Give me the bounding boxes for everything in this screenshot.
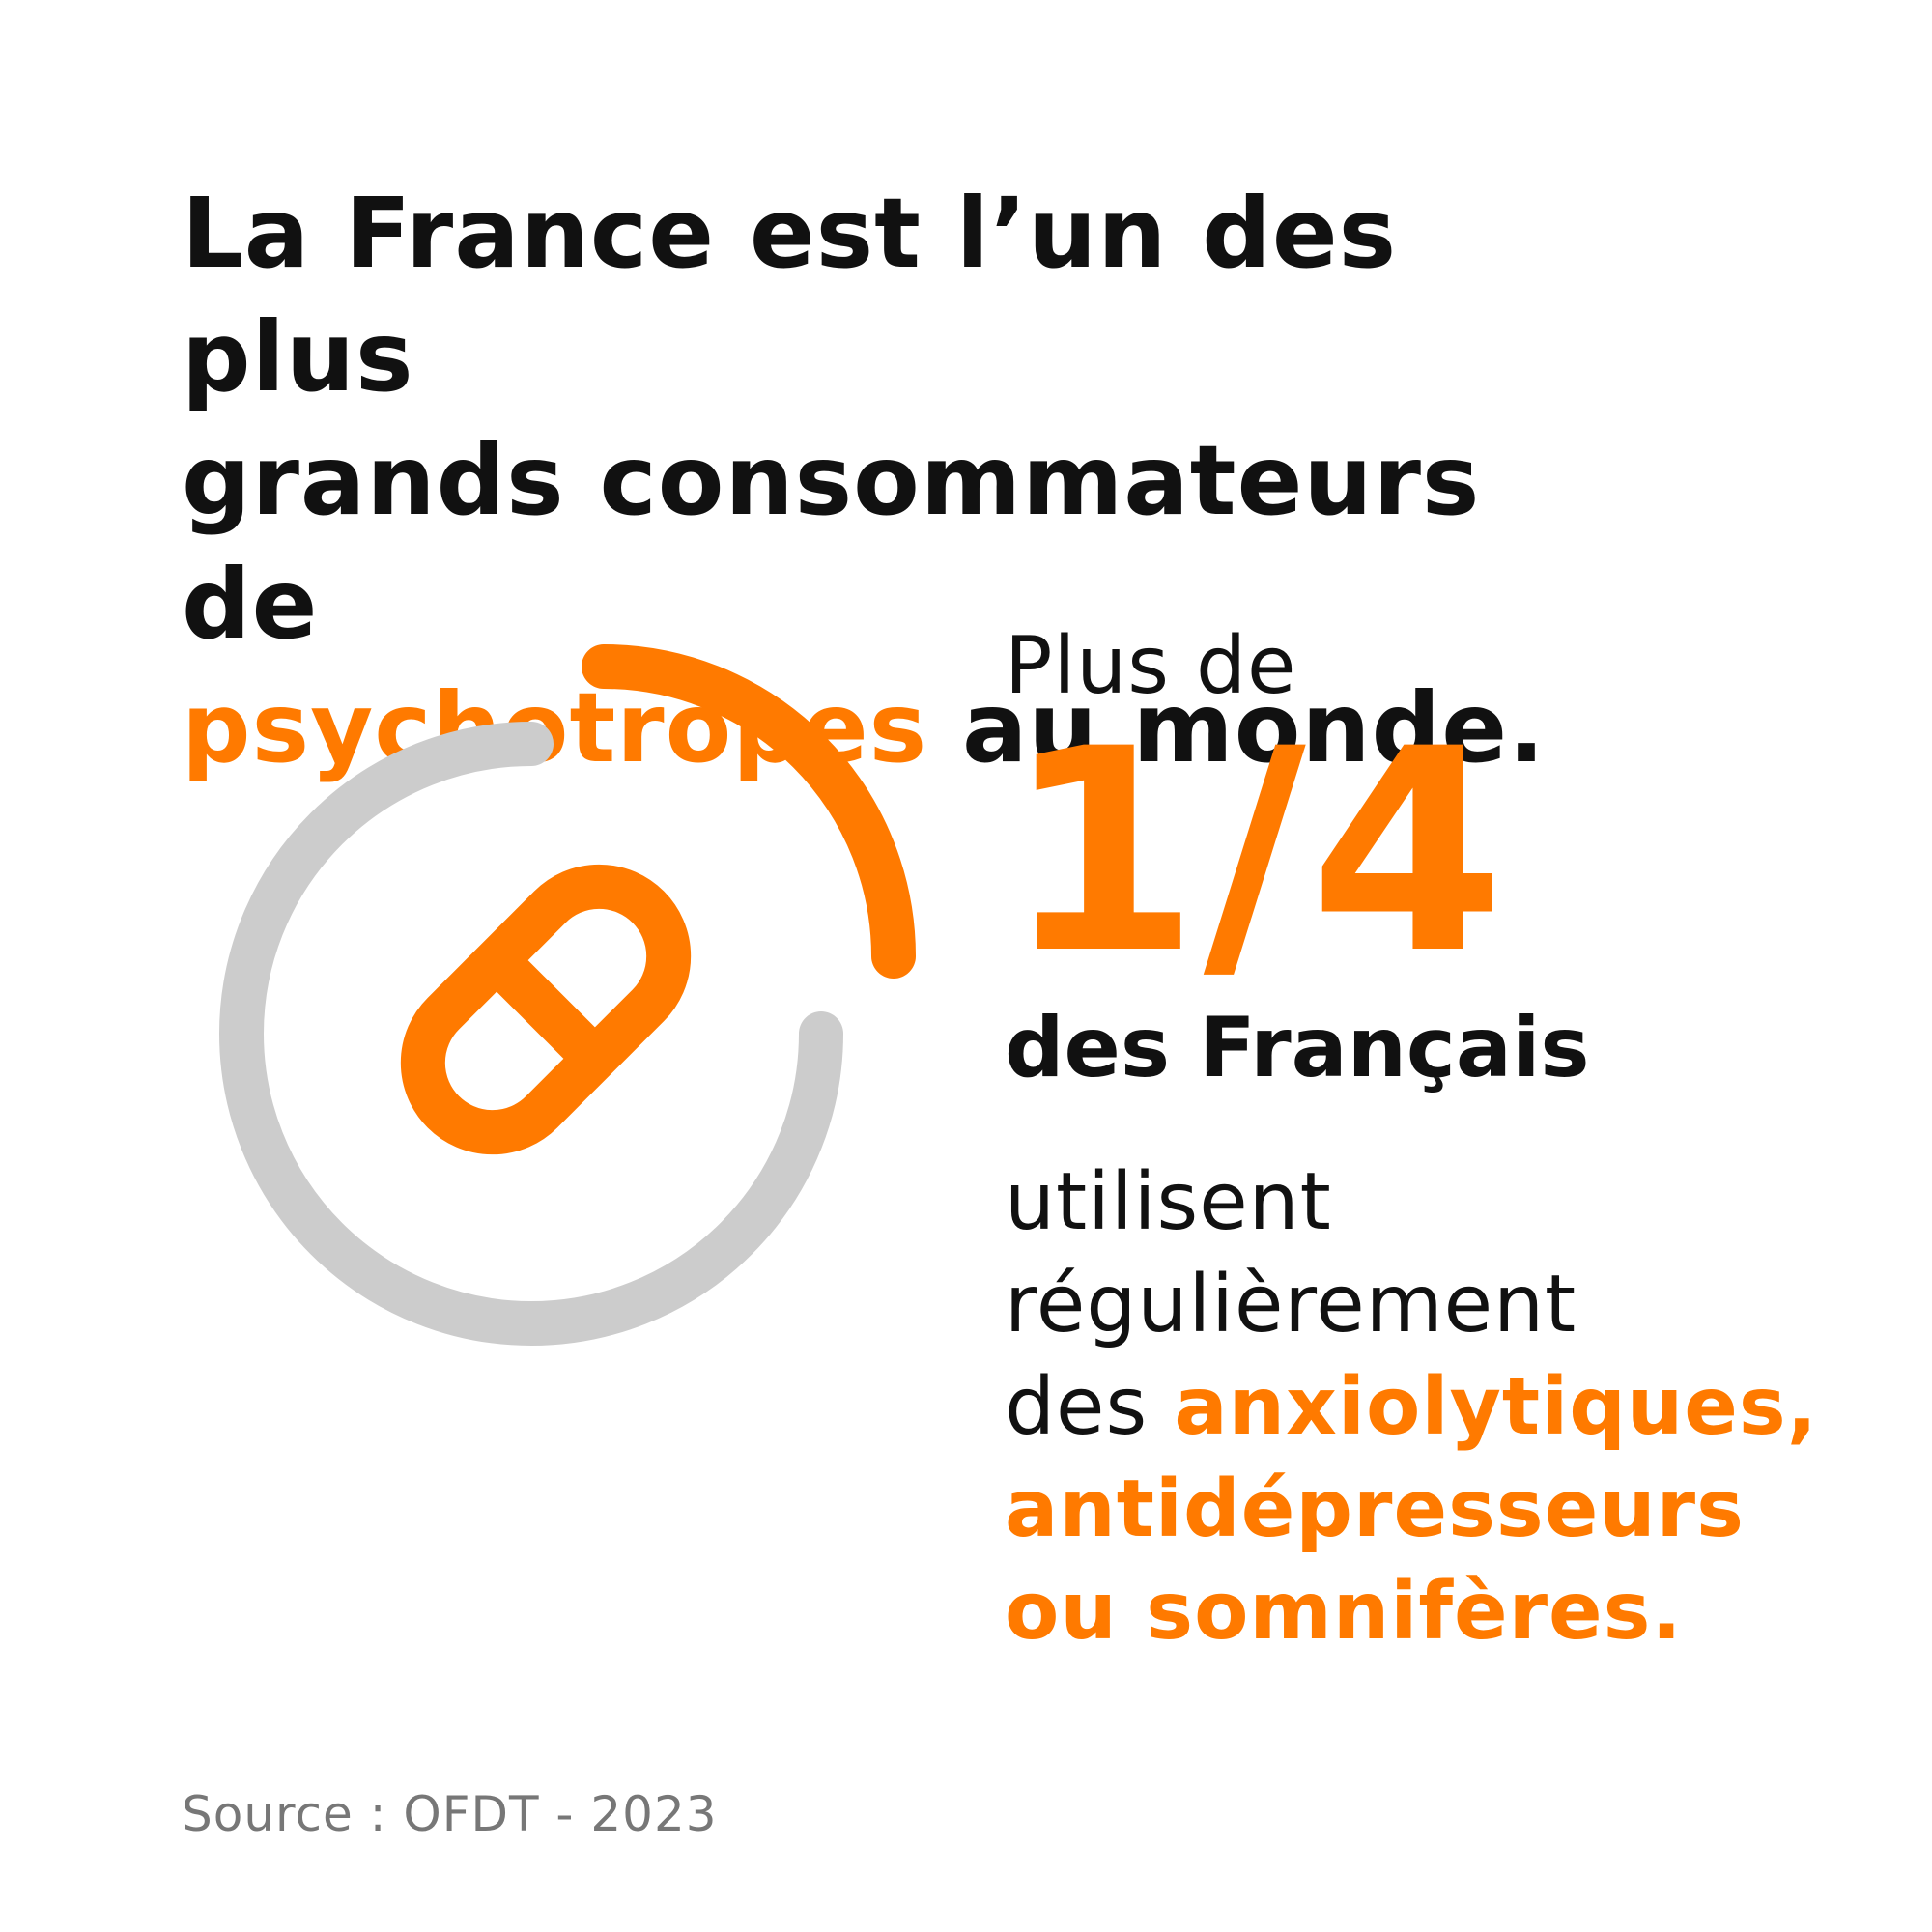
stat-prefix: Plus de (1005, 620, 1297, 712)
headline: La France est l’un des plus grands conso… (182, 172, 1631, 790)
drug-anxiolytiques: anxiolytiques, (1174, 1361, 1818, 1453)
ring-orange-arc (582, 644, 916, 979)
statistic-block: Plus de 1/4 des Français utilisent régul… (1005, 618, 1874, 1663)
source-citation: Source : OFDT - 2023 (182, 1786, 718, 1842)
stat-subject: des Français (1005, 1000, 1590, 1096)
verb-line-2: régulièrement (1005, 1259, 1577, 1350)
drug-antidepresseurs: antidépresseurs (1005, 1463, 1745, 1555)
stat-value: 1/4 (1005, 690, 1509, 1015)
ring-gray-arc (219, 722, 843, 1346)
drug-somniferes: ou somnifères. (1005, 1566, 1683, 1658)
headline-line-3-rest: au monde. (962, 671, 1547, 784)
stat-description: utilisent régulièrement des anxiolytique… (1005, 1151, 1874, 1663)
verb-line-1: utilisent (1005, 1156, 1332, 1248)
des-word: des (1005, 1361, 1149, 1453)
pill-capsule-icon (400, 864, 692, 1155)
pill-ring-graphic (219, 644, 916, 1346)
headline-line-1: La France est l’un des plus (182, 177, 1398, 413)
headline-line-2: grands consommateurs de (182, 424, 1481, 661)
